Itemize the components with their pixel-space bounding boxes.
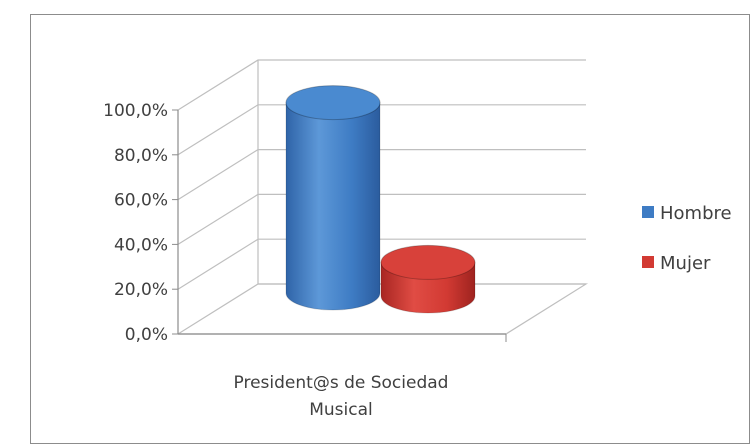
- bar-mujer: [380, 244, 476, 314]
- bar-top: [285, 85, 381, 121]
- chart-frame: [30, 14, 750, 444]
- gridline: [177, 193, 586, 245]
- legend: Hombre Mujer: [642, 203, 732, 274]
- legend-swatch-mujer: [642, 256, 654, 268]
- y-tick-label: 100,0%: [103, 101, 168, 121]
- gridline: [177, 283, 586, 335]
- y-tick-label: 0,0%: [125, 325, 168, 345]
- y-axis-ticks: 0,0% 20,0% 40,0% 60,0% 80,0% 100,0%: [103, 101, 168, 345]
- bars: [285, 85, 476, 314]
- legend-label-hombre: Hombre: [660, 203, 732, 224]
- legend-label-mujer: Mujer: [660, 253, 711, 274]
- bar-top: [380, 244, 476, 280]
- bar-body: [285, 102, 381, 311]
- gridline: [177, 149, 586, 201]
- y-tick-label: 40,0%: [114, 235, 168, 255]
- bar-hombre: [285, 85, 381, 311]
- legend-swatch-hombre: [642, 206, 654, 218]
- gridline: [177, 238, 586, 290]
- category-label-line-2: Musical: [309, 400, 373, 420]
- y-tick-label: 20,0%: [114, 280, 168, 300]
- y-tick-label: 60,0%: [114, 191, 168, 211]
- y-tick-label: 80,0%: [114, 146, 168, 166]
- category-label-line-1: President@s de Sociedad: [234, 373, 449, 393]
- gridline: [177, 104, 586, 156]
- gridline: [177, 59, 586, 111]
